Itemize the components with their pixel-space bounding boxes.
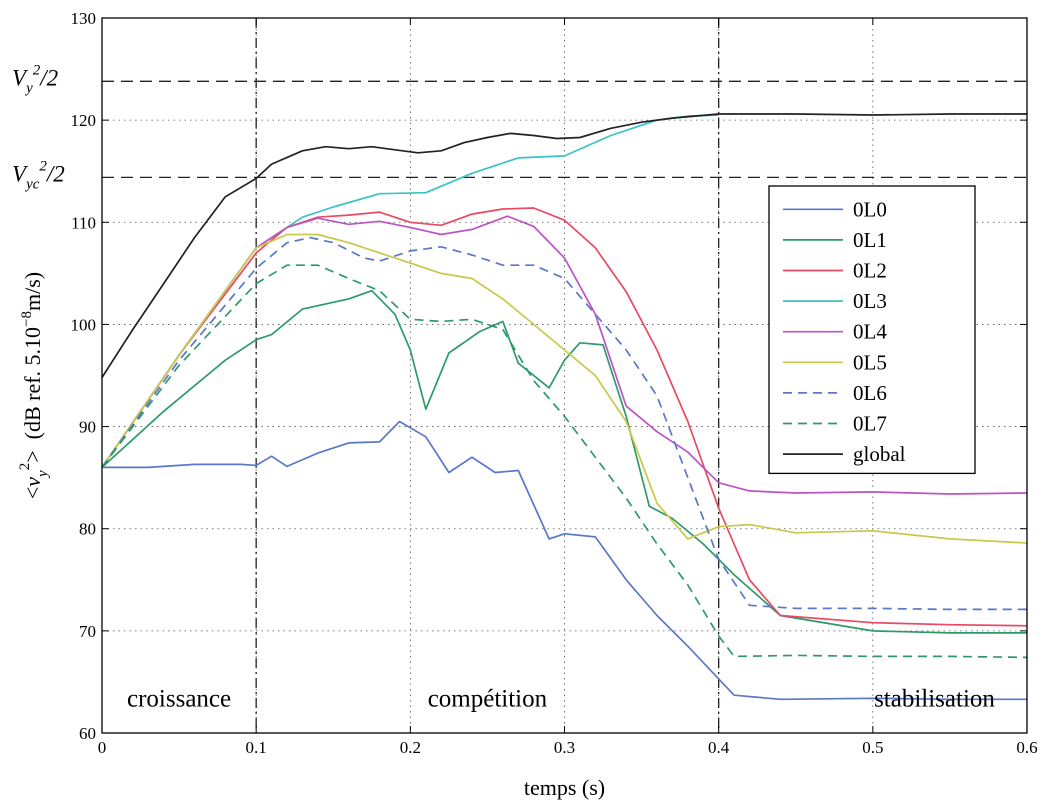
series-line-0L4 bbox=[101, 215, 1028, 495]
series-line-0L6 bbox=[101, 236, 1027, 611]
series-group bbox=[101, 113, 1028, 701]
legend-label: 0L2 bbox=[853, 259, 887, 283]
legend-label: 0L5 bbox=[853, 350, 887, 374]
y-tick-label: 70 bbox=[79, 622, 96, 641]
series-line-0L7 bbox=[101, 264, 1028, 659]
legend: 0L0 0L1 0L2 0L3 0L4 0L5 0L6 0L7 global bbox=[768, 185, 976, 475]
reference-line-label: Vy2/2 bbox=[12, 62, 58, 96]
x-tick-label: 0.5 bbox=[862, 738, 883, 757]
series-line-0L5 bbox=[101, 233, 1028, 544]
y-axis-label: <vy2> (dB ref. 5.10−8m/s) bbox=[17, 272, 51, 499]
x-tick-label: 0.3 bbox=[554, 738, 575, 757]
series-line-global bbox=[101, 113, 1027, 378]
x-tick-label: 0.1 bbox=[246, 738, 267, 757]
legend-label: 0L7 bbox=[853, 412, 887, 436]
axis-labels: temps (s) <vy2> (dB ref. 5.10−8m/s) bbox=[17, 272, 605, 800]
phase-annotation: compétition bbox=[428, 685, 548, 712]
x-tick-label: 0 bbox=[98, 738, 107, 757]
y-tick-label: 100 bbox=[71, 315, 97, 334]
annotations: croissance compétition stabilisation bbox=[127, 685, 995, 712]
x-tick-label: 0.4 bbox=[708, 738, 730, 757]
phase-annotation: croissance bbox=[127, 685, 231, 712]
y-tick-label: 130 bbox=[71, 9, 97, 28]
legend-label: 0L1 bbox=[853, 228, 887, 252]
phase-annotation: stabilisation bbox=[874, 685, 995, 712]
reference-line-label: Vyc2/2 bbox=[12, 158, 65, 192]
y-tick-label: 60 bbox=[79, 724, 96, 743]
ticks: 0 0.1 0.2 0.3 0.4 0.5 0.6 60 70 80 90 100 110 120 130 bbox=[71, 9, 1038, 757]
series-line-0L0 bbox=[102, 420, 1027, 701]
y-tick-label: 120 bbox=[71, 111, 97, 130]
legend-box bbox=[768, 185, 976, 475]
x-tick-label: 0.6 bbox=[1016, 738, 1037, 757]
y-tick-label: 110 bbox=[71, 213, 96, 232]
phase-lines bbox=[255, 18, 720, 733]
legend-label: 0L4 bbox=[853, 320, 887, 344]
legend-label: 0L0 bbox=[853, 197, 887, 221]
y-tick-label: 90 bbox=[79, 418, 96, 437]
legend-label: global bbox=[853, 442, 906, 466]
legend-label: 0L3 bbox=[853, 289, 887, 313]
x-tick-label: 0.2 bbox=[400, 738, 421, 757]
legend-label: 0L6 bbox=[853, 381, 887, 405]
y-tick-label: 80 bbox=[79, 520, 96, 539]
x-axis-label: temps (s) bbox=[524, 775, 605, 800]
